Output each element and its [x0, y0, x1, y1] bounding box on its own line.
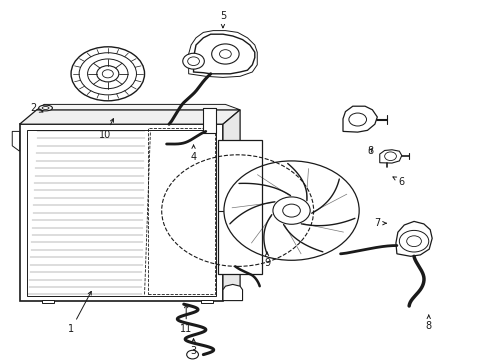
- Circle shape: [183, 53, 204, 69]
- Polygon shape: [223, 284, 243, 301]
- Circle shape: [71, 47, 145, 101]
- Text: 8: 8: [426, 315, 432, 331]
- Polygon shape: [42, 300, 54, 303]
- Text: 7: 7: [374, 218, 386, 228]
- Text: 8: 8: [367, 146, 373, 156]
- Circle shape: [187, 350, 198, 359]
- Text: 11: 11: [180, 305, 192, 334]
- Polygon shape: [20, 110, 240, 124]
- Polygon shape: [37, 104, 240, 110]
- Polygon shape: [380, 150, 402, 163]
- Circle shape: [97, 66, 119, 82]
- Text: 2: 2: [30, 103, 43, 113]
- Polygon shape: [223, 110, 240, 301]
- Bar: [27, 130, 216, 296]
- Circle shape: [273, 197, 310, 224]
- Text: 1: 1: [68, 291, 91, 334]
- Polygon shape: [20, 124, 223, 301]
- Polygon shape: [396, 221, 432, 256]
- Circle shape: [212, 44, 239, 64]
- Text: 3: 3: [191, 339, 196, 356]
- Text: 5: 5: [220, 11, 226, 28]
- Polygon shape: [218, 140, 262, 274]
- Bar: [148, 128, 215, 294]
- Text: 9: 9: [264, 252, 270, 268]
- Polygon shape: [12, 131, 20, 151]
- Polygon shape: [343, 106, 377, 132]
- Polygon shape: [194, 34, 255, 74]
- Text: 6: 6: [393, 177, 405, 187]
- Text: 10: 10: [99, 119, 114, 140]
- Text: 4: 4: [191, 145, 196, 162]
- Bar: [203, 108, 216, 133]
- Ellipse shape: [39, 105, 52, 111]
- Polygon shape: [201, 300, 213, 303]
